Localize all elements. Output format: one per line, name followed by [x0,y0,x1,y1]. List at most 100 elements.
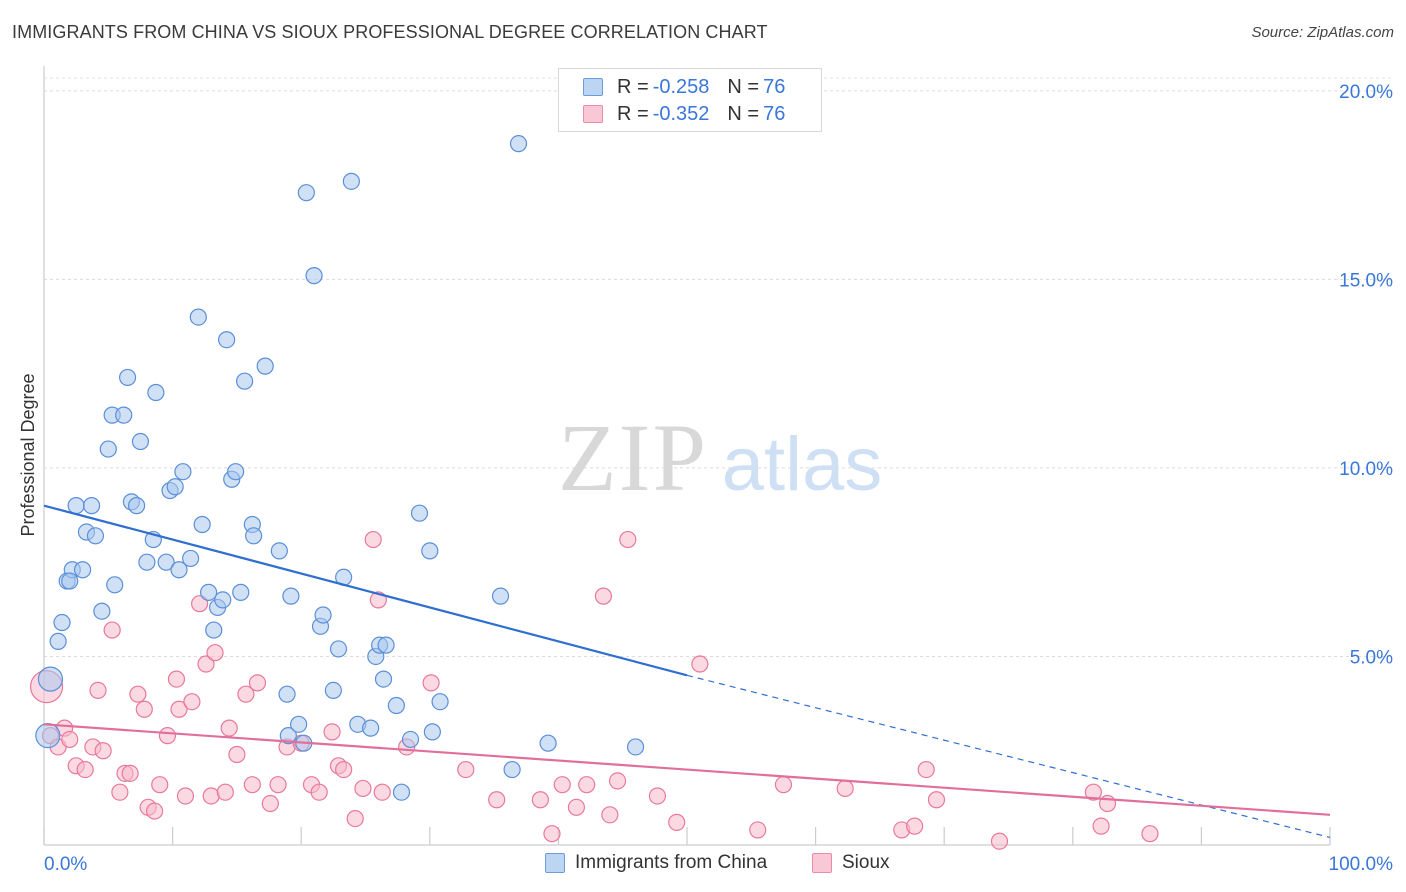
china-point [278,685,296,703]
r-label: R = [617,75,649,98]
sioux-point [220,719,238,737]
china-point [539,734,557,752]
china-point [214,591,232,609]
n-label: N = [727,75,760,98]
sioux-point [76,760,94,779]
china-trend-extension [686,674,1331,839]
sioux-points [29,530,1159,850]
china-point [127,497,146,515]
r-value: -0.352 [652,102,710,125]
china-point [227,463,245,481]
china-point [61,572,79,590]
sioux-point [373,783,391,801]
source-label: Source: ZipAtlas.com [1251,24,1394,41]
sioux-point [121,764,139,782]
n-label: N = [727,102,760,125]
china-point [297,184,315,202]
china-point [200,583,218,601]
china-point [37,666,64,692]
china-point [182,549,200,568]
china-point [236,372,254,390]
legend-item-china: Immigrants from China [545,852,767,874]
sioux-point [202,787,220,805]
sioux-point [248,674,267,692]
china-point [118,368,137,387]
china-point [282,587,300,605]
sioux-point [191,595,209,613]
china-point [423,723,441,741]
sioux-point [990,832,1009,850]
sioux-point [61,730,79,749]
sioux-point [228,745,246,764]
china-legend-label: Immigrants from China [575,852,768,873]
y-tick-label: 20.0% [1339,82,1393,103]
watermark-zip: ZIP [558,404,708,511]
sioux-point [261,794,279,813]
sioux-point [594,587,613,605]
china-point [131,432,150,451]
china-point [410,504,429,522]
sioux-point [608,772,627,790]
china-point [35,723,61,749]
china-point [218,331,236,349]
sioux-point [103,621,121,639]
n-value: 76 [763,75,786,98]
china-point [362,719,380,737]
china-point [392,783,411,801]
sioux-point [578,776,596,794]
china-point [324,681,342,700]
sioux-point [774,776,793,794]
sioux-point [364,530,382,549]
china-point [73,561,92,579]
china-point [270,542,288,560]
sioux-point [197,655,215,673]
china-point [174,463,192,481]
sioux-swatch [583,105,603,123]
sioux-point [216,783,234,801]
china-point [431,693,449,711]
sioux-point [135,700,153,718]
sioux-point [158,727,177,745]
china-point [387,696,405,715]
china-point [314,606,332,624]
r-value: -0.258 [652,75,710,98]
sioux-point [335,760,353,779]
sioux-point [206,644,224,662]
sioux-point [354,779,372,798]
china-point [93,602,111,620]
china-point [106,576,124,594]
china-point [53,613,71,632]
sioux-point [749,821,767,839]
china-point [166,478,184,496]
sioux-point [1141,825,1159,843]
sioux-point [323,723,341,741]
china-point [290,715,308,733]
r-label: R = [617,102,649,125]
chart-title: IMMIGRANTS FROM CHINA VS SIOUX PROFESSIO… [12,22,768,42]
y-tick-label: 10.0% [1339,459,1393,480]
china-point [509,135,528,153]
sioux-point [243,776,261,794]
sioux-point [346,810,364,828]
china-point [99,440,117,458]
sioux-point [619,530,637,549]
sioux-point [543,825,561,843]
sioux-point [94,742,112,760]
y-tick-label: 15.0% [1339,270,1393,291]
sioux-point [237,685,255,703]
china-point [189,308,207,326]
gridlines [44,77,1394,657]
sioux-point [648,787,667,805]
china-point [374,670,393,688]
sioux-point [836,779,854,798]
sioux-trend-line [43,723,1331,816]
n-value: 76 [763,102,786,125]
sioux-point [269,776,287,794]
sioux-point [1092,817,1110,835]
china-point [115,406,133,424]
correlation-legend: R = -0.258 N = 76 R = -0.352 N = 76 [558,68,822,132]
china-point [86,527,105,545]
legend-item-sioux: Sioux [812,852,890,874]
china-point [491,587,510,605]
china-point [147,383,165,402]
